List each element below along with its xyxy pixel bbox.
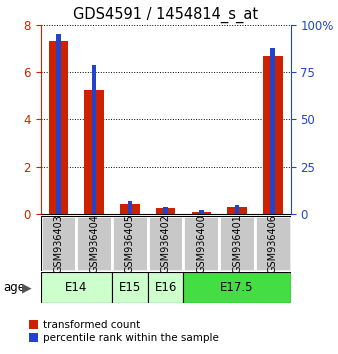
- Legend: transformed count, percentile rank within the sample: transformed count, percentile rank withi…: [29, 320, 219, 343]
- Bar: [49, 41, 68, 214]
- Bar: [184, 272, 291, 303]
- Title: GDS4591 / 1454814_s_at: GDS4591 / 1454814_s_at: [73, 7, 258, 23]
- Text: GSM936401: GSM936401: [232, 214, 242, 273]
- Bar: [120, 204, 140, 214]
- Text: GSM936403: GSM936403: [53, 214, 64, 273]
- Bar: [192, 212, 211, 214]
- Bar: [199, 210, 204, 214]
- Bar: [227, 207, 247, 214]
- Bar: [235, 205, 239, 214]
- Text: E15: E15: [119, 281, 141, 293]
- Text: E14: E14: [65, 281, 88, 293]
- Text: age: age: [3, 281, 25, 294]
- Text: GSM936402: GSM936402: [161, 214, 171, 273]
- Bar: [112, 216, 148, 271]
- Bar: [41, 272, 112, 303]
- Bar: [263, 56, 283, 214]
- Bar: [148, 272, 184, 303]
- Bar: [163, 207, 168, 214]
- Bar: [127, 201, 132, 214]
- Bar: [148, 216, 184, 271]
- Text: GSM936405: GSM936405: [125, 214, 135, 273]
- Text: GSM936406: GSM936406: [268, 214, 278, 273]
- Text: GSM936404: GSM936404: [89, 214, 99, 273]
- Bar: [84, 90, 104, 214]
- Bar: [41, 216, 76, 271]
- Bar: [255, 216, 291, 271]
- Bar: [270, 47, 275, 214]
- Text: E17.5: E17.5: [220, 281, 254, 293]
- Text: ▶: ▶: [22, 281, 31, 294]
- Bar: [112, 272, 148, 303]
- Bar: [156, 208, 175, 214]
- Bar: [92, 64, 96, 214]
- Bar: [219, 216, 255, 271]
- Bar: [76, 216, 112, 271]
- Bar: [56, 34, 61, 214]
- Text: E16: E16: [154, 281, 177, 293]
- Text: GSM936400: GSM936400: [196, 214, 207, 273]
- Bar: [184, 216, 219, 271]
